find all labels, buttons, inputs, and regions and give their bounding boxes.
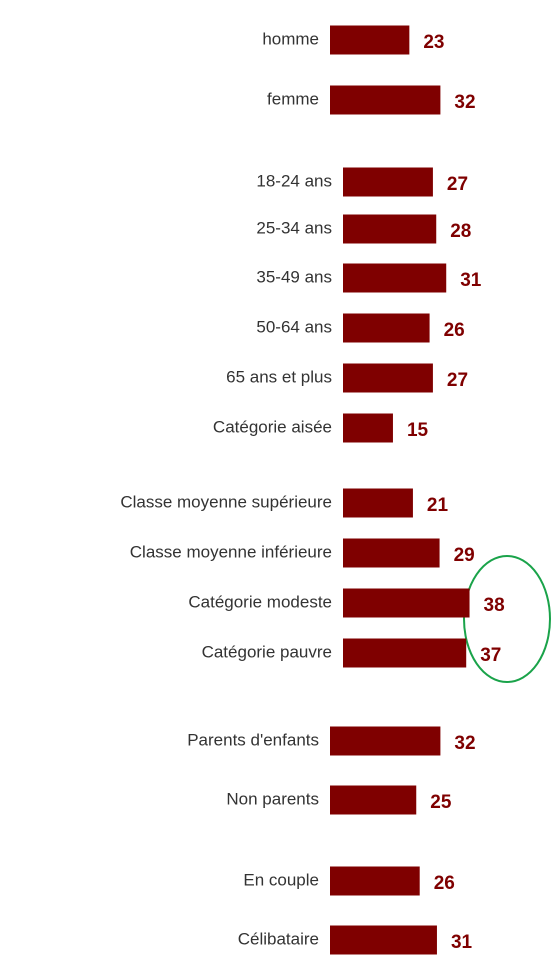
bar [343,167,433,197]
category-label: En couple [243,870,319,889]
value-label: 27 [447,370,468,391]
value-label: 29 [454,545,475,566]
bar [330,925,437,955]
category-label: 65 ans et plus [226,367,332,386]
value-label: 26 [434,873,455,894]
category-label: Classe moyenne supérieure [120,492,332,511]
value-label: 32 [454,92,475,113]
bar [343,263,447,293]
bar [330,85,441,115]
bar [343,538,440,568]
bar [343,313,430,343]
value-label: 27 [447,174,468,195]
bar [343,413,393,443]
bar [343,363,433,393]
category-label: Non parents [226,789,319,808]
category-label: Catégorie pauvre [202,642,332,661]
value-label: 31 [460,270,482,291]
value-label: 37 [480,645,501,666]
bar [330,866,420,896]
category-label: homme [262,29,319,48]
category-label: Catégorie modeste [188,592,332,611]
value-label: 26 [444,320,465,341]
category-label: 25-34 ans [256,218,332,237]
value-label: 31 [451,932,473,953]
category-label: femme [267,89,319,108]
bar [330,785,417,815]
category-label: Parents d'enfants [187,730,319,749]
category-label: 50-64 ans [256,317,332,336]
value-label: 21 [427,495,449,516]
bar [343,638,467,668]
value-label: 28 [450,221,471,242]
bar [330,726,441,756]
category-label: 18-24 ans [256,171,332,190]
bar [343,588,470,618]
value-label: 15 [407,420,429,441]
highlight-circle [463,555,551,683]
bar [343,488,413,518]
category-label: Célibataire [238,929,319,948]
category-label: 35-49 ans [256,267,332,286]
bar [330,25,410,55]
value-label: 23 [423,32,444,53]
category-label: Classe moyenne inférieure [130,542,332,561]
bar [343,214,437,244]
value-label: 38 [484,595,505,616]
category-label: Catégorie aisée [213,417,332,436]
value-label: 25 [430,792,452,813]
value-label: 32 [454,733,475,754]
